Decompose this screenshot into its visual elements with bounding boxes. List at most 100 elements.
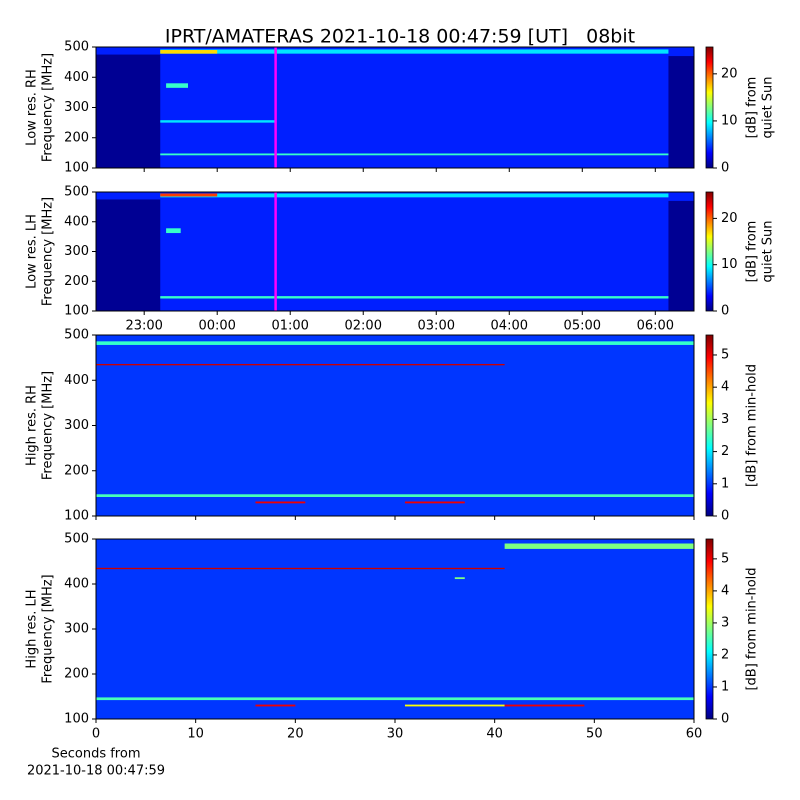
colorbar bbox=[705, 334, 714, 517]
heatmap-feature bbox=[404, 501, 465, 504]
x-tick-label: 23:00 bbox=[125, 319, 162, 334]
colorbar-tick-label: 0 bbox=[721, 161, 729, 176]
y-tick-label: 300 bbox=[64, 418, 89, 433]
y-tick-label: 200 bbox=[64, 274, 89, 289]
y-tick-label: 300 bbox=[64, 244, 89, 259]
y-axis-label: High res. LH bbox=[25, 589, 40, 668]
y-tick-label: 100 bbox=[64, 509, 89, 524]
heatmap-feature bbox=[255, 704, 296, 707]
y-tick-label: 200 bbox=[64, 667, 89, 682]
colorbar-tick-label: 1 bbox=[721, 679, 729, 694]
heatmap-feature bbox=[454, 577, 465, 580]
colorbar-tick-label: 20 bbox=[721, 66, 738, 81]
heatmap-feature bbox=[255, 501, 306, 504]
y-axis-label: High res. RH bbox=[25, 385, 40, 466]
colorbar-tick-label: 4 bbox=[721, 583, 729, 598]
y-tick-label: 500 bbox=[64, 40, 89, 55]
heatmap-feature bbox=[160, 193, 218, 197]
colorbar bbox=[705, 46, 714, 169]
x-tick-label: 0 bbox=[92, 727, 100, 742]
heatmap-feature bbox=[96, 199, 161, 311]
heatmap-feature bbox=[166, 83, 188, 88]
y-tick-label: 200 bbox=[64, 130, 89, 145]
heatmap-background bbox=[96, 539, 694, 719]
heatmap-feature bbox=[668, 200, 694, 311]
x-tick-label: 40 bbox=[486, 727, 503, 742]
heatmap-feature bbox=[96, 54, 161, 168]
chart-title: IPRT/AMATERAS 2021-10-18 00:47:59 [UT] 0… bbox=[165, 26, 635, 48]
x-tick-label: 50 bbox=[586, 727, 603, 742]
colorbar-label: [dB] from bbox=[745, 77, 760, 139]
colorbar-tick-label: 2 bbox=[721, 444, 729, 459]
x-tick-label: 60 bbox=[686, 727, 703, 742]
y-axis-label: Frequency [MHz] bbox=[41, 371, 56, 480]
x-tick-label: 06:00 bbox=[637, 319, 674, 334]
y-tick-label: 100 bbox=[64, 161, 89, 176]
y-tick-label: 500 bbox=[64, 532, 89, 547]
heatmap-feature bbox=[96, 567, 505, 570]
colorbar-label: quiet Sun bbox=[761, 76, 776, 138]
y-tick-label: 400 bbox=[64, 214, 89, 229]
y-axis-label: Frequency [MHz] bbox=[41, 197, 56, 306]
colorbar-tick-label: 3 bbox=[721, 615, 729, 630]
colorbar-tick-label: 2 bbox=[721, 647, 729, 662]
heatmap-feature bbox=[160, 153, 669, 156]
colorbar-tick-label: 5 bbox=[721, 551, 729, 566]
heatmap-feature bbox=[504, 704, 585, 707]
x-tick-label: 00:00 bbox=[198, 319, 235, 334]
y-tick-label: 400 bbox=[64, 70, 89, 85]
y-tick-label: 500 bbox=[64, 185, 89, 200]
x-tick-label: 02:00 bbox=[345, 319, 382, 334]
colorbar-label: [dB] from min-hold bbox=[745, 364, 760, 487]
x-tick-label: 30 bbox=[387, 727, 404, 742]
heatmap-feature bbox=[668, 56, 694, 169]
y-tick-label: 500 bbox=[64, 328, 89, 343]
colorbar bbox=[705, 538, 714, 720]
heatmap-background bbox=[96, 47, 694, 168]
heatmap-feature bbox=[166, 228, 181, 234]
heatmap-background bbox=[96, 335, 694, 516]
x-axis-label: 2021-10-18 00:47:59 bbox=[27, 764, 165, 779]
y-axis-label: Low res. RH bbox=[25, 69, 40, 146]
colorbar-tick-label: 20 bbox=[721, 211, 738, 226]
heatmap-feature bbox=[96, 494, 694, 497]
y-tick-label: 400 bbox=[64, 577, 89, 592]
colorbar-label: [dB] from min-hold bbox=[745, 567, 760, 690]
y-axis-label: Frequency [MHz] bbox=[41, 53, 56, 162]
colorbar-tick-label: 0 bbox=[721, 509, 729, 524]
x-tick-label: 03:00 bbox=[418, 319, 455, 334]
heatmap-feature bbox=[160, 193, 669, 198]
y-tick-label: 300 bbox=[64, 622, 89, 637]
y-tick-label: 100 bbox=[64, 304, 89, 319]
colorbar bbox=[705, 191, 714, 312]
heatmap-feature bbox=[404, 704, 505, 707]
heatmap-feature bbox=[160, 49, 669, 54]
colorbar-tick-label: 5 bbox=[721, 347, 729, 362]
y-tick-label: 100 bbox=[64, 712, 89, 727]
colorbar-label: [dB] from bbox=[745, 221, 760, 283]
heatmap-feature bbox=[504, 543, 694, 549]
x-tick-label: 10 bbox=[187, 727, 204, 742]
colorbar-tick-label: 4 bbox=[721, 380, 729, 395]
colorbar-tick-label: 3 bbox=[721, 412, 729, 427]
y-tick-label: 200 bbox=[64, 463, 89, 478]
colorbar-tick-label: 0 bbox=[721, 712, 729, 727]
y-tick-label: 300 bbox=[64, 100, 89, 115]
y-axis-label: Low res. LH bbox=[25, 214, 40, 289]
heatmap-feature bbox=[96, 341, 694, 345]
y-axis-label: Frequency [MHz] bbox=[41, 574, 56, 683]
heatmap-feature bbox=[96, 697, 694, 701]
heatmap-feature bbox=[160, 120, 276, 123]
colorbar-label: quiet Sun bbox=[761, 220, 776, 282]
colorbar-tick-label: 0 bbox=[721, 304, 729, 319]
colorbar-tick-label: 10 bbox=[721, 257, 738, 272]
x-tick-label: 01:00 bbox=[271, 319, 308, 334]
heatmap-feature bbox=[160, 50, 218, 54]
colorbar-tick-label: 1 bbox=[721, 476, 729, 491]
x-tick-label: 04:00 bbox=[491, 319, 528, 334]
x-axis-label: Seconds from bbox=[51, 747, 140, 762]
heatmap-feature bbox=[96, 363, 505, 366]
x-tick-label: 05:00 bbox=[564, 319, 601, 334]
colorbar-tick-label: 10 bbox=[721, 113, 738, 128]
